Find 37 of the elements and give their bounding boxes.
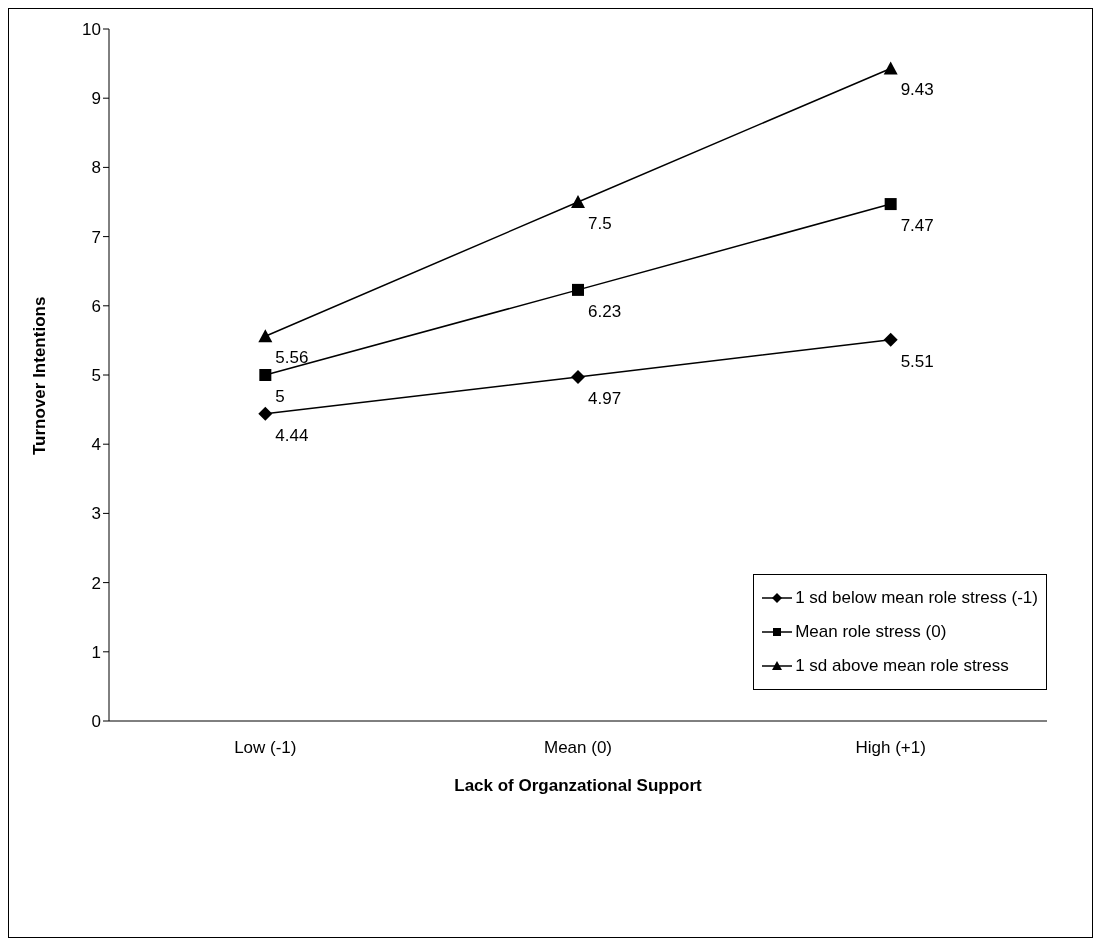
y-tick-label: 3 bbox=[91, 504, 101, 524]
data-label: 7.47 bbox=[900, 216, 934, 236]
y-tick-label: 2 bbox=[91, 573, 101, 593]
y-tick-label: 0 bbox=[91, 712, 101, 732]
point bbox=[883, 332, 898, 347]
x-tick-label: Mean (0) bbox=[543, 738, 613, 758]
y-tick-label: 6 bbox=[91, 296, 101, 316]
legend-label: 1 sd above mean role stress bbox=[794, 655, 1010, 677]
point bbox=[571, 195, 585, 208]
y-axis-title: Turnover Intentions bbox=[30, 296, 50, 455]
x-tick-label: High (+1) bbox=[855, 738, 926, 758]
y-tick-label: 7 bbox=[91, 227, 101, 247]
x-axis-title: Lack of Organzational Support bbox=[454, 776, 703, 795]
y-tick-label: 8 bbox=[91, 158, 101, 178]
y-tick-label: 4 bbox=[91, 435, 101, 455]
x-tick-label: Low (-1) bbox=[234, 738, 297, 758]
data-label: 5 bbox=[275, 387, 285, 406]
point bbox=[572, 283, 584, 296]
legend-label: 1 sd below mean role stress (-1) bbox=[794, 587, 1038, 609]
point bbox=[258, 406, 273, 421]
legend-label: Mean role stress (0) bbox=[794, 621, 948, 643]
data-label: 5.56 bbox=[275, 348, 309, 368]
data-label: 7.5 bbox=[588, 214, 612, 233]
data-label: 4.44 bbox=[275, 425, 309, 445]
y-tick-label: 10 bbox=[82, 20, 101, 40]
y-tick-label: 9 bbox=[91, 89, 101, 109]
y-tick-label: 1 bbox=[91, 642, 101, 662]
point bbox=[571, 370, 585, 385]
data-label: 9.43 bbox=[900, 80, 934, 100]
point bbox=[884, 198, 897, 211]
data-label: 4.97 bbox=[588, 389, 622, 409]
point bbox=[259, 369, 272, 381]
y-tick-label: 5 bbox=[91, 366, 101, 386]
point bbox=[883, 61, 898, 75]
data-label: 5.51 bbox=[900, 351, 934, 371]
point bbox=[258, 329, 273, 343]
data-label: 6.23 bbox=[588, 301, 622, 321]
